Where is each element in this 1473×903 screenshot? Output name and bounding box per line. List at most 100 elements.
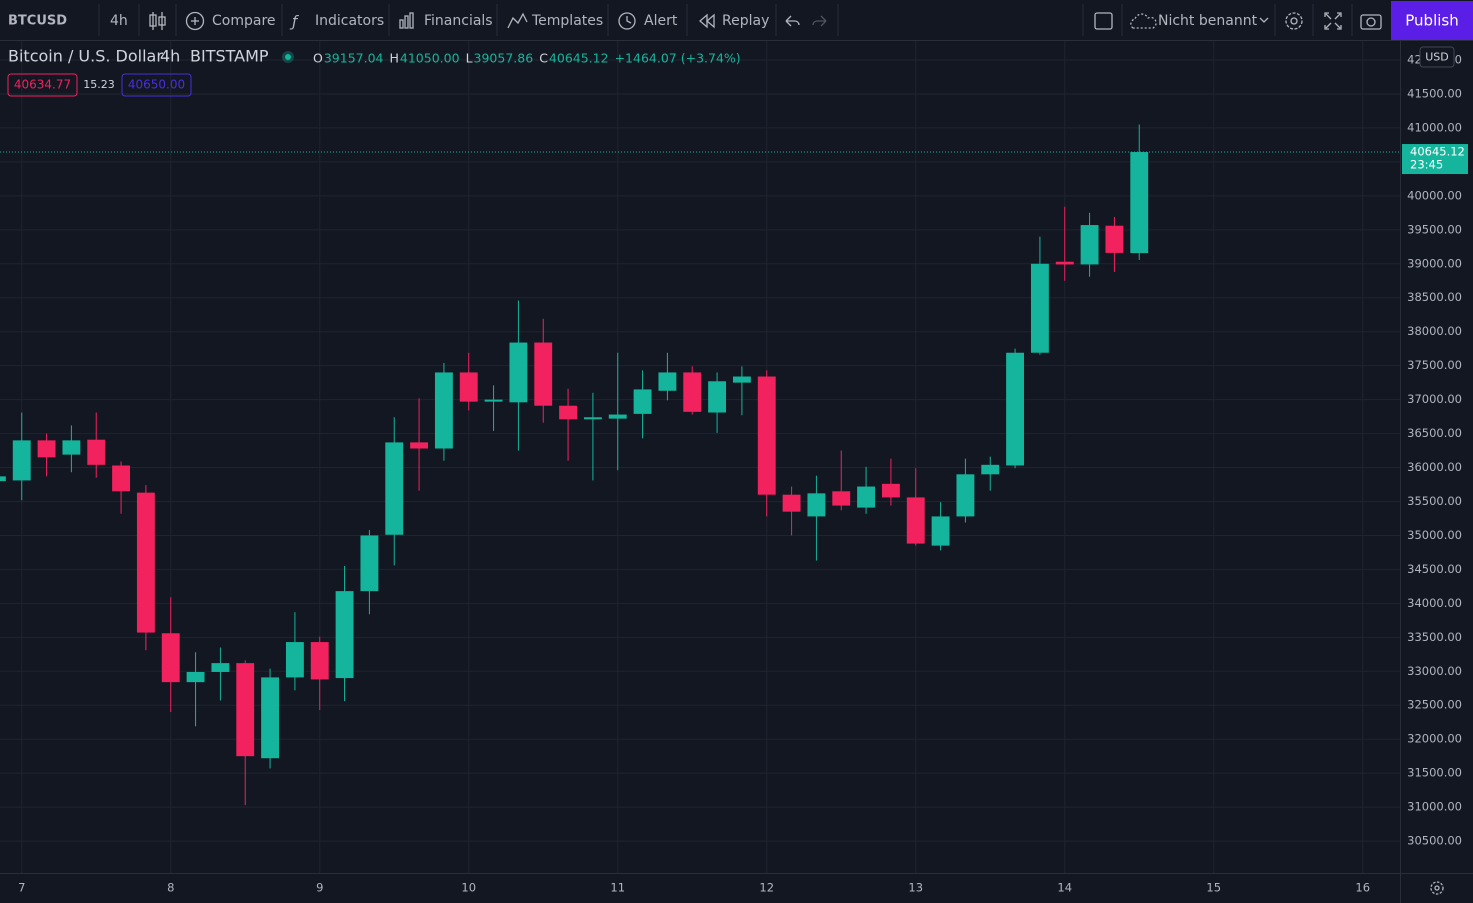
candle-body [410,442,429,449]
candle-body [1030,263,1049,353]
chart-type-icon[interactable] [149,12,166,30]
candle-body [87,439,106,465]
y-tick-label: 38500.00 [1407,290,1462,304]
candle-body [807,493,826,517]
y-tick-label: 33000.00 [1407,664,1462,678]
y-tick-label: 34000.00 [1407,596,1462,610]
replay-icon[interactable] [699,13,715,29]
x-tick-label: 16 [1355,881,1370,895]
indicators-button[interactable]: Indicators [315,13,384,29]
candle-body [559,405,578,420]
candle-body [261,677,280,759]
compare-icon[interactable] [185,11,205,31]
candle-body [757,376,776,495]
y-tick-label: 33500.00 [1407,630,1462,644]
symbol[interactable]: BTCUSD [8,14,67,29]
y-tick-label: 31500.00 [1407,766,1462,780]
candle-body [112,465,131,492]
candle-body [335,591,354,679]
y-tick-label: 39500.00 [1407,222,1462,236]
legend: Bitcoin / U.S. Dollar 4h BITSTAMP 40634.… [7,47,741,97]
templates-button[interactable]: Templates [531,13,603,29]
y-tick-label: 35500.00 [1407,494,1462,508]
y-tick-label: 36500.00 [1407,426,1462,440]
candle-body [310,642,329,680]
candle-body [683,372,702,412]
x-tick-label: 15 [1206,881,1221,895]
candle-body [906,497,925,544]
ohlc-value: 40645.12 [549,51,609,66]
countdown: 23:45 [1410,158,1443,172]
layout-icon[interactable] [1094,12,1113,30]
y-tick-label: 41500.00 [1407,86,1462,100]
candle-body [211,663,230,672]
financials-button[interactable]: Financials [424,13,493,29]
ohlc-key: O [313,51,323,66]
fullscreen-button[interactable] [1324,12,1342,30]
publish-button-bg[interactable] [1391,1,1473,40]
candles [0,124,1400,806]
candle-body [981,464,1000,475]
undo-button[interactable] [785,15,800,27]
candle-body [434,372,453,449]
x-tick-label: 8 [167,881,174,895]
snapshot-button[interactable] [1360,14,1382,30]
candle-body [161,633,180,683]
candle-body [1130,152,1149,254]
candle-body [360,535,379,592]
candle-body [37,440,56,458]
currency-badge[interactable] [1419,46,1455,68]
templates-icon[interactable] [507,12,528,29]
candle-body [583,417,602,420]
toolbar: BTCUSD 4h Compare ƒ Indicators Financial… [0,0,1473,41]
redo-button[interactable] [812,15,827,27]
replay-button[interactable]: Replay [722,13,769,29]
candle-body [0,476,6,482]
layout-name[interactable]: Nicht benannt [1158,13,1258,29]
candle-body [484,399,503,402]
alert-icon[interactable] [618,12,636,30]
alert-button[interactable]: Alert [644,13,678,29]
x-tick-label: 14 [1057,881,1072,895]
x-tick-label: 7 [18,881,25,895]
candle-body [459,372,478,402]
y-tick-label: 32000.00 [1407,732,1462,746]
axis-settings[interactable] [1430,881,1444,895]
financials-icon[interactable] [399,12,414,29]
candle-body [931,516,950,546]
candle-body [62,440,81,455]
layout-dropdown[interactable] [1259,17,1269,23]
ohlc-value: 41050.00 [400,51,460,66]
candle-body [12,440,31,481]
candle-body [236,663,255,757]
y-tick-label: 38000.00 [1407,324,1462,338]
last-price-badge [1402,144,1468,175]
publish-button[interactable]: Publish [1405,12,1458,30]
candle-body [186,671,205,683]
interval-button[interactable]: 4h [110,13,128,29]
spread: 15.23 [83,78,115,91]
market-status-dot [285,54,291,60]
ohlc-value: 39057.86 [474,51,534,66]
candle-body [285,642,304,678]
compare-button[interactable]: Compare [212,13,276,29]
indicators-icon[interactable]: ƒ [289,13,299,31]
ask: 40650.00 [128,78,185,92]
y-tick-label: 34500.00 [1407,562,1462,576]
candle-body [1006,352,1025,466]
settings-button[interactable] [1285,12,1303,30]
candle-body [608,414,627,419]
ohlc-key: H [390,51,399,66]
x-tick-label: 11 [610,881,625,895]
y-tick-label: 37500.00 [1407,358,1462,372]
candle-body [857,486,876,508]
candle-body [832,491,851,506]
y-tick-label: 30500.00 [1407,834,1462,848]
y-tick-label: 31000.00 [1407,800,1462,814]
candle-body [1105,225,1124,253]
y-tick-label: 36000.00 [1407,460,1462,474]
candle-body [633,389,652,414]
candle-body [1055,261,1074,265]
